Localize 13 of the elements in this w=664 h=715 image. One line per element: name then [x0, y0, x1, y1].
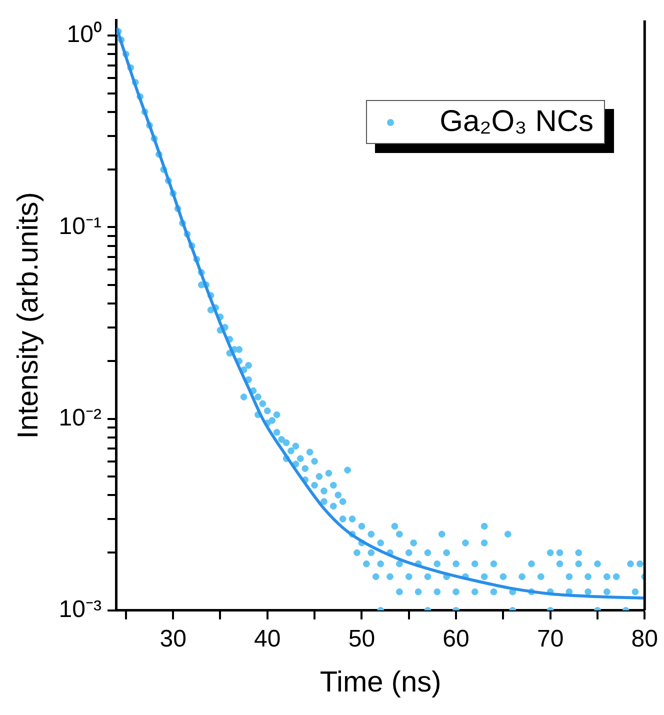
x-tick-label: 70 [536, 625, 564, 652]
y-tick-label: 10⁻³ [58, 596, 102, 624]
y-tick-label: 10⁰ [66, 21, 102, 48]
legend-label: Ga₂O₃ NCs [440, 105, 594, 140]
x-axis-title: Time (ns) [320, 666, 442, 699]
y-tick-label: 10⁻² [58, 404, 102, 432]
x-tick-label: 80 [631, 625, 658, 652]
x-tick-label: 40 [254, 625, 281, 652]
x-tick-label: 50 [348, 625, 376, 652]
x-tick-label: 30 [160, 625, 186, 652]
y-tick-label: 10⁻¹ [58, 212, 102, 240]
x-tick-label: 60 [442, 625, 470, 652]
y-axis-title: Intensity (arb.units) [12, 192, 44, 439]
